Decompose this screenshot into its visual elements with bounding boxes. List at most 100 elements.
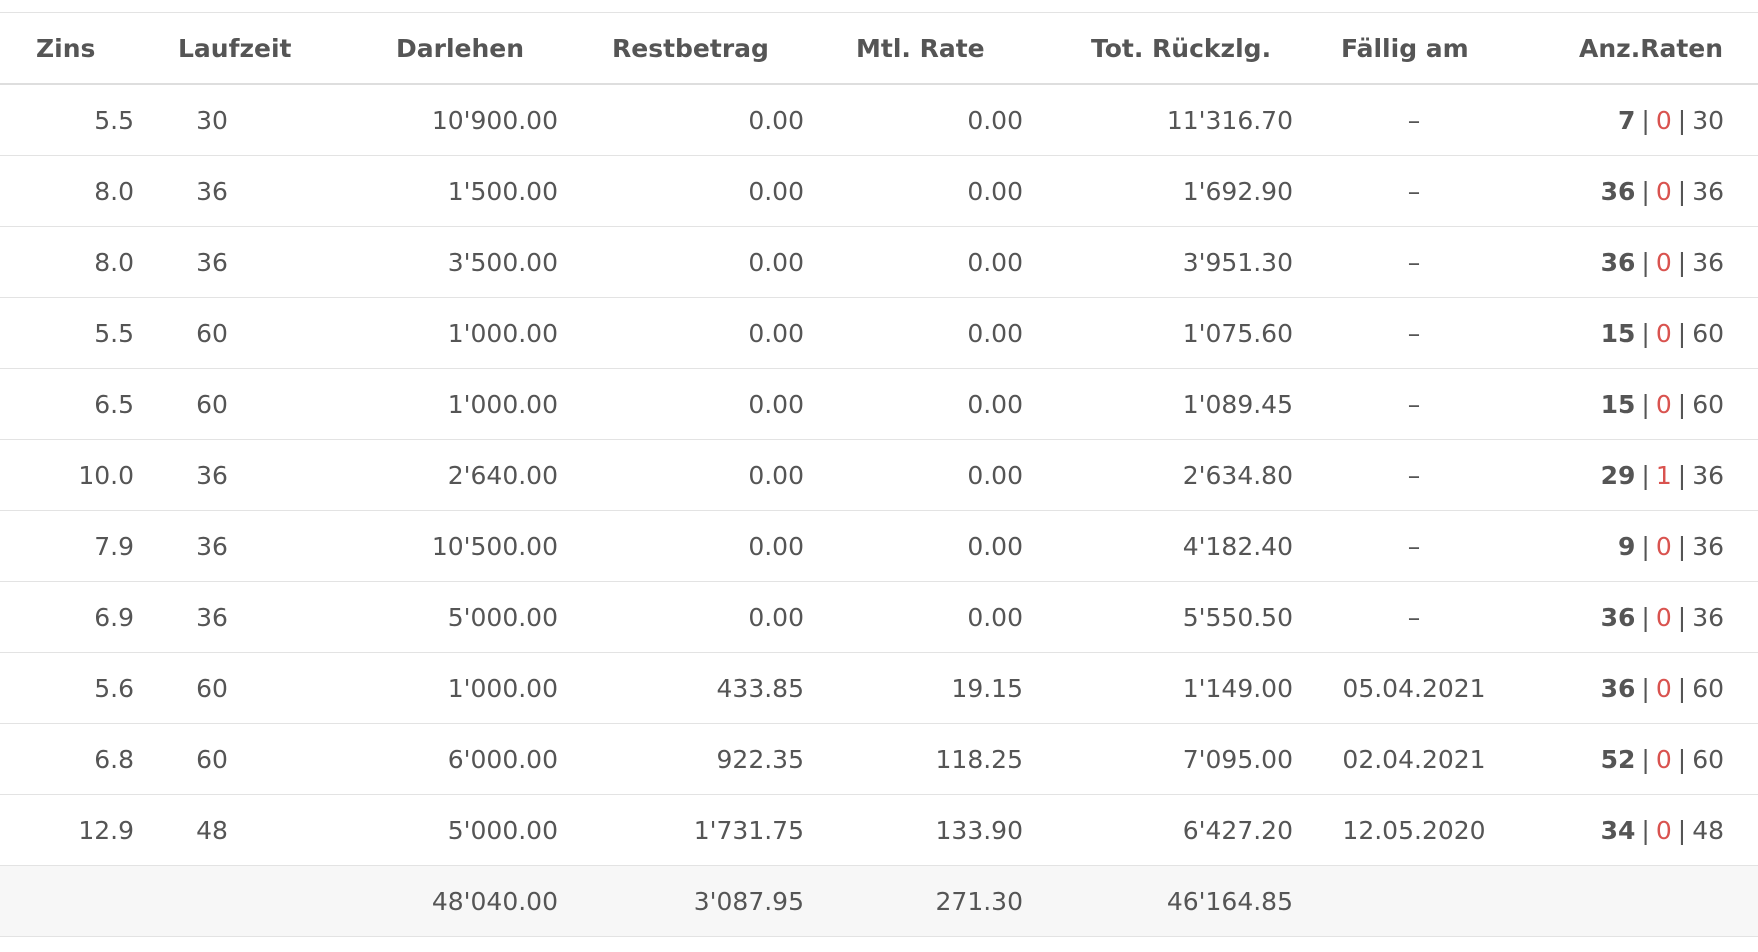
table-row[interactable]: 5.6 60 1'000.00 433.85 19.15 1'149.00 05.04.20… bbox=[0, 652, 1758, 724]
raten-separator: | bbox=[1641, 176, 1650, 206]
raten-paid: 36 bbox=[1600, 673, 1636, 703]
cell-faellig-am: – bbox=[1293, 155, 1535, 227]
raten-separator: | bbox=[1641, 673, 1650, 703]
raten-separator: | bbox=[1641, 744, 1650, 774]
table-header: Zins Laufzeit Darlehen Restbetrag Mtl. R… bbox=[0, 13, 1758, 85]
cell-tot-rueckzlg: 3'951.30 bbox=[1023, 226, 1293, 298]
cell-restbetrag: 0.00 bbox=[558, 155, 804, 227]
header-laufzeit[interactable]: Laufzeit bbox=[140, 13, 292, 85]
table-row[interactable]: 8.0 36 3'500.00 0.00 0.00 3'951.30–36 | 0 | 36 bbox=[0, 226, 1758, 298]
raten-late: 0 bbox=[1655, 815, 1672, 845]
total-mtl-rate: 271.30 bbox=[804, 865, 1023, 937]
cell-zins: 12.9 bbox=[0, 794, 140, 866]
cell-laufzeit: 60 bbox=[140, 723, 290, 795]
cell-darlehen: 1'000.00 bbox=[290, 368, 558, 440]
raten-total: 30 bbox=[1692, 105, 1724, 135]
cell-mtl-rate: 133.90 bbox=[804, 794, 1023, 866]
cell-tot-rueckzlg: 5'550.50 bbox=[1023, 581, 1293, 653]
raten-separator: | bbox=[1641, 318, 1650, 348]
cell-laufzeit: 36 bbox=[140, 226, 290, 298]
header-mtl-rate[interactable]: Mtl. Rate bbox=[804, 13, 1023, 85]
cell-zins: 6.5 bbox=[0, 368, 140, 440]
raten-separator: | bbox=[1641, 815, 1650, 845]
cell-darlehen: 1'000.00 bbox=[290, 652, 558, 724]
header-darlehen[interactable]: Darlehen bbox=[290, 13, 558, 85]
cell-mtl-rate: 19.15 bbox=[804, 652, 1023, 724]
header-row: Zins Laufzeit Darlehen Restbetrag Mtl. R… bbox=[0, 13, 1758, 85]
cell-zins: 7.9 bbox=[0, 510, 140, 582]
cell-faellig-am: – bbox=[1293, 510, 1535, 582]
raten-paid: 15 bbox=[1600, 318, 1636, 348]
table-row[interactable]: 7.9 36 10'500.00 0.00 0.00 4'182.40–9 | 0 | 36 bbox=[0, 510, 1758, 582]
header-faellig-am[interactable]: Fällig am bbox=[1293, 13, 1535, 85]
header-anz-raten[interactable]: Anz.Raten bbox=[1535, 13, 1758, 85]
raten-total: 36 bbox=[1692, 460, 1724, 490]
cell-anz-raten: 36 | 0 | 36 bbox=[1535, 226, 1758, 298]
cell-zins: 6.8 bbox=[0, 723, 140, 795]
cell-tot-rueckzlg: 1'692.90 bbox=[1023, 155, 1293, 227]
cell-zins: 8.0 bbox=[0, 155, 140, 227]
cell-restbetrag: 0.00 bbox=[558, 297, 804, 369]
table-row[interactable]: 5.5 30 10'900.00 0.00 0.00 11'316.70–7 | 0 | 30 bbox=[0, 84, 1758, 156]
table-row[interactable]: 5.5 60 1'000.00 0.00 0.00 1'075.60–15 | 0 | 60 bbox=[0, 297, 1758, 369]
total-restbetrag: 3'087.95 bbox=[558, 865, 804, 937]
cell-zins: 8.0 bbox=[0, 226, 140, 298]
raten-separator: | bbox=[1641, 247, 1650, 277]
cell-laufzeit: 36 bbox=[140, 439, 290, 511]
cell-anz-raten: 52 | 0 | 60 bbox=[1535, 723, 1758, 795]
header-tot-rueckzlg[interactable]: Tot. Rückzlg. bbox=[1023, 13, 1293, 85]
cell-laufzeit: 30 bbox=[140, 84, 290, 156]
header-zins[interactable]: Zins bbox=[0, 13, 140, 85]
cell-mtl-rate: 0.00 bbox=[804, 439, 1023, 511]
raten-paid: 29 bbox=[1600, 460, 1636, 490]
header-restbetrag[interactable]: Restbetrag bbox=[558, 13, 804, 85]
raten-separator: | bbox=[1677, 318, 1687, 348]
cell-mtl-rate: 0.00 bbox=[804, 84, 1023, 156]
cell-anz-raten: 34 | 0 | 48 bbox=[1535, 794, 1758, 866]
table-row[interactable]: 12.9 48 5'000.00 1'731.75 133.90 6'427.20 12.0… bbox=[0, 794, 1758, 866]
cell-tot-rueckzlg: 7'095.00 bbox=[1023, 723, 1293, 795]
cell-laufzeit: 60 bbox=[140, 652, 290, 724]
cell-tot-rueckzlg: 2'634.80 bbox=[1023, 439, 1293, 511]
cell-anz-raten: 15 | 0 | 60 bbox=[1535, 368, 1758, 440]
cell-darlehen: 1'000.00 bbox=[290, 297, 558, 369]
raten-separator: | bbox=[1677, 460, 1687, 490]
cell-darlehen: 10'500.00 bbox=[290, 510, 558, 582]
raten-total: 60 bbox=[1692, 673, 1724, 703]
table-row[interactable]: 10.0 36 2'640.00 0.00 0.00 2'634.80–29 | 1 | 36 bbox=[0, 439, 1758, 511]
table-row[interactable]: 8.0 36 1'500.00 0.00 0.00 1'692.90–36 | 0 | 36 bbox=[0, 155, 1758, 227]
cell-darlehen: 2'640.00 bbox=[290, 439, 558, 511]
raten-separator: | bbox=[1677, 247, 1687, 277]
cell-tot-rueckzlg: 1'089.45 bbox=[1023, 368, 1293, 440]
cell-laufzeit: 36 bbox=[140, 510, 290, 582]
cell-faellig-am: – bbox=[1293, 226, 1535, 298]
raten-late: 0 bbox=[1655, 247, 1672, 277]
cell-anz-raten: 36 | 0 | 36 bbox=[1535, 155, 1758, 227]
cell-tot-rueckzlg: 11'316.70 bbox=[1023, 84, 1293, 156]
cell-laufzeit: 48 bbox=[140, 794, 290, 866]
table-row[interactable]: 6.8 60 6'000.00 922.35 118.25 7'095.00 02.04.2… bbox=[0, 723, 1758, 795]
cell-anz-raten: 9 | 0 | 36 bbox=[1535, 510, 1758, 582]
raten-separator: | bbox=[1677, 105, 1687, 135]
raten-total: 36 bbox=[1692, 176, 1724, 206]
totals-row: 48'040.00 3'087.95 271.30 46'164.85 bbox=[0, 865, 1758, 937]
loans-table: Zins Laufzeit Darlehen Restbetrag Mtl. R… bbox=[0, 13, 1758, 937]
table-row[interactable]: 6.5 60 1'000.00 0.00 0.00 1'089.45–15 | 0 | 60 bbox=[0, 368, 1758, 440]
table-body: 5.5 30 10'900.00 0.00 0.00 11'316.70–7 | 0 | 30 8.… bbox=[0, 84, 1758, 937]
total-empty bbox=[1293, 865, 1535, 937]
cell-restbetrag: 433.85 bbox=[558, 652, 804, 724]
cell-faellig-am: – bbox=[1293, 439, 1535, 511]
raten-paid: 52 bbox=[1600, 744, 1636, 774]
raten-separator: | bbox=[1641, 602, 1650, 632]
raten-late: 0 bbox=[1655, 744, 1672, 774]
raten-separator: | bbox=[1641, 105, 1650, 135]
cell-restbetrag: 922.35 bbox=[558, 723, 804, 795]
cell-faellig-am: – bbox=[1293, 581, 1535, 653]
raten-separator: | bbox=[1677, 602, 1687, 632]
cell-restbetrag: 0.00 bbox=[558, 84, 804, 156]
table-row[interactable]: 6.9 36 5'000.00 0.00 0.00 5'550.50–36 | 0 | 36 bbox=[0, 581, 1758, 653]
cell-tot-rueckzlg: 1'075.60 bbox=[1023, 297, 1293, 369]
cell-anz-raten: 36 | 0 | 60 bbox=[1535, 652, 1758, 724]
cell-darlehen: 10'900.00 bbox=[290, 84, 558, 156]
